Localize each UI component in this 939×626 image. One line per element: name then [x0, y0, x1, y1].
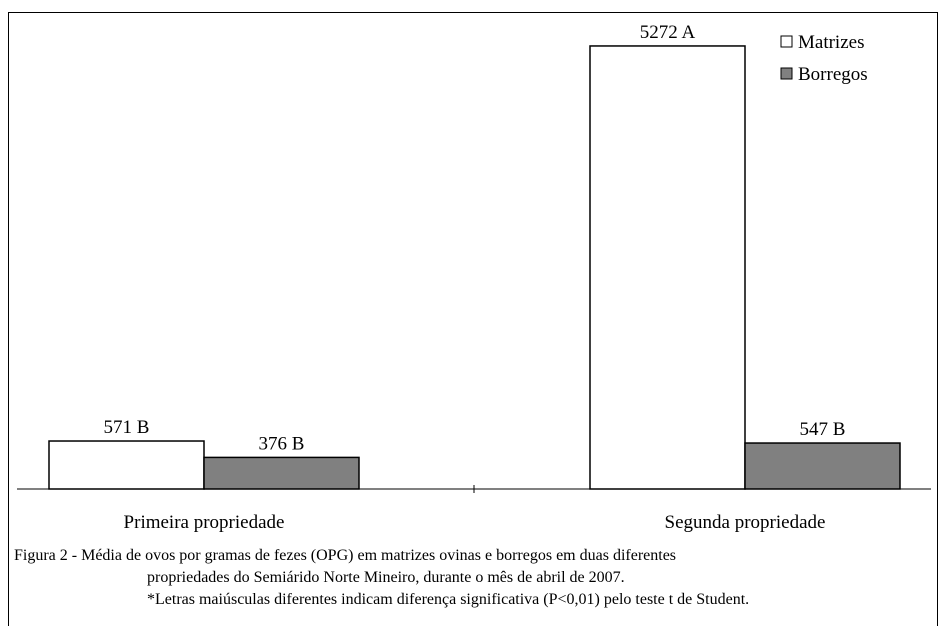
bar-matrizes-1	[48, 440, 205, 490]
figure-caption: Figura 2 - Média de ovos por gramas de f…	[14, 545, 934, 611]
data-label-matrizes-1: 571 B	[104, 417, 150, 438]
caption-line-2: propriedades do Semiárido Norte Mineiro,…	[147, 569, 625, 586]
bar-matrizes-2	[589, 45, 746, 490]
caption-line-1: Figura 2 - Média de ovos por gramas de f…	[14, 547, 677, 564]
bar-borregos-2	[744, 442, 901, 490]
bar-chart: 571 B 376 B Primeira propriedade 5272 A 547 …	[17, 22, 931, 533]
category-label-1: Primeira propriedade	[124, 512, 285, 533]
data-label-matrizes-2: 5272 A	[640, 22, 696, 43]
legend-label-matrizes: Matrizes	[798, 32, 864, 53]
figure-frame	[8, 12, 938, 626]
caption-line-3: *Letras maiúsculas diferentes indicam di…	[147, 591, 750, 608]
data-label-borregos-2: 547 B	[800, 419, 846, 440]
legend-swatch-matrizes	[780, 35, 793, 48]
legend-swatch-borregos	[780, 67, 793, 80]
category-label-2: Segunda propriedade	[665, 512, 826, 533]
data-label-borregos-1: 376 B	[259, 433, 305, 454]
legend-label-borregos: Borregos	[798, 64, 868, 85]
bar-borregos-1	[203, 456, 360, 490]
